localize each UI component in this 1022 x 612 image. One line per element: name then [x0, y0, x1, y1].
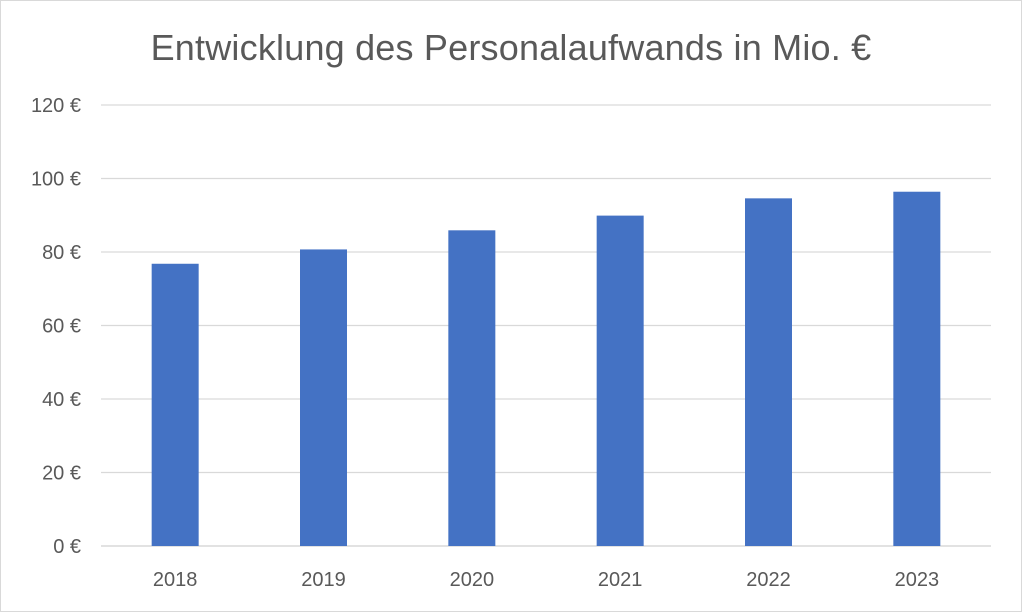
- bar-2021: [596, 215, 644, 546]
- bar-2023: [893, 191, 941, 547]
- bar-2018: [151, 263, 199, 546]
- x-tick-label: 2018: [153, 569, 198, 591]
- y-tick-label: 20 €: [42, 463, 81, 485]
- bar-2020: [448, 230, 496, 546]
- x-tick-label: 2019: [301, 569, 346, 591]
- bar-2022: [745, 198, 792, 546]
- x-tick-label: 2021: [598, 569, 643, 591]
- x-tick-label: 2023: [895, 569, 940, 591]
- x-tick-label: 2022: [746, 569, 791, 591]
- grid-lines: [101, 104, 991, 547]
- y-tick-label: 100 €: [31, 169, 81, 191]
- chart-title: Entwicklung des Personalaufwands in Mio.…: [150, 27, 872, 68]
- y-tick-label: 40 €: [42, 389, 81, 411]
- y-tick-label: 60 €: [42, 316, 81, 338]
- y-tick-label: 0 €: [53, 536, 81, 558]
- x-axis-tick-labels: 2018 2019 2020 2021 2022 2023: [153, 569, 939, 591]
- bar-2019: [300, 249, 347, 547]
- y-axis-tick-labels: 0 € 20 € 40 € 60 € 80 € 100 € 120 €: [31, 95, 81, 558]
- x-tick-label: 2020: [450, 569, 495, 591]
- bars: [151, 191, 941, 547]
- y-tick-label: 80 €: [42, 242, 81, 264]
- y-tick-label: 120 €: [31, 95, 81, 117]
